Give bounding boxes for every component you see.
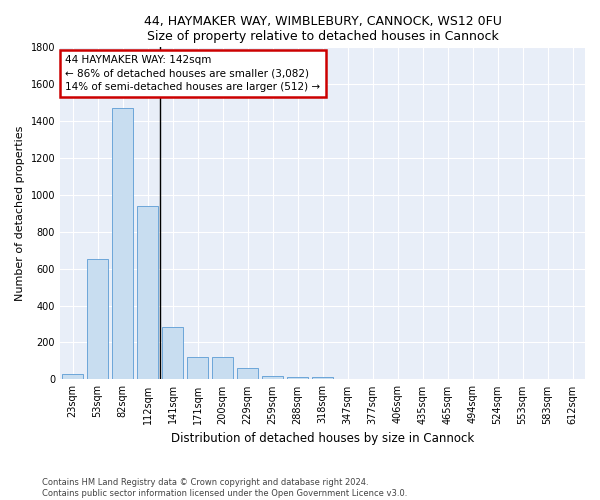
Bar (237, 368, 258, 380)
Bar (312, 376, 333, 380)
Bar (87, 260, 108, 380)
Bar (187, 358, 208, 380)
Bar (137, 206, 158, 380)
Text: 44 HAYMAKER WAY: 142sqm
← 86% of detached houses are smaller (3,082)
14% of semi: 44 HAYMAKER WAY: 142sqm ← 86% of detache… (65, 56, 320, 92)
Text: Contains HM Land Registry data © Crown copyright and database right 2024.
Contai: Contains HM Land Registry data © Crown c… (42, 478, 407, 498)
Bar (112, 108, 133, 380)
Y-axis label: Number of detached properties: Number of detached properties (15, 126, 25, 301)
Bar (62, 374, 83, 380)
Bar (212, 358, 233, 380)
Bar (287, 376, 308, 380)
Bar (337, 378, 358, 380)
X-axis label: Distribution of detached houses by size in Cannock: Distribution of detached houses by size … (171, 432, 474, 445)
Bar (362, 378, 383, 380)
Bar (262, 376, 283, 380)
Title: 44, HAYMAKER WAY, WIMBLEBURY, CANNOCK, WS12 0FU
Size of property relative to det: 44, HAYMAKER WAY, WIMBLEBURY, CANNOCK, W… (143, 15, 502, 43)
Bar (162, 327, 183, 380)
